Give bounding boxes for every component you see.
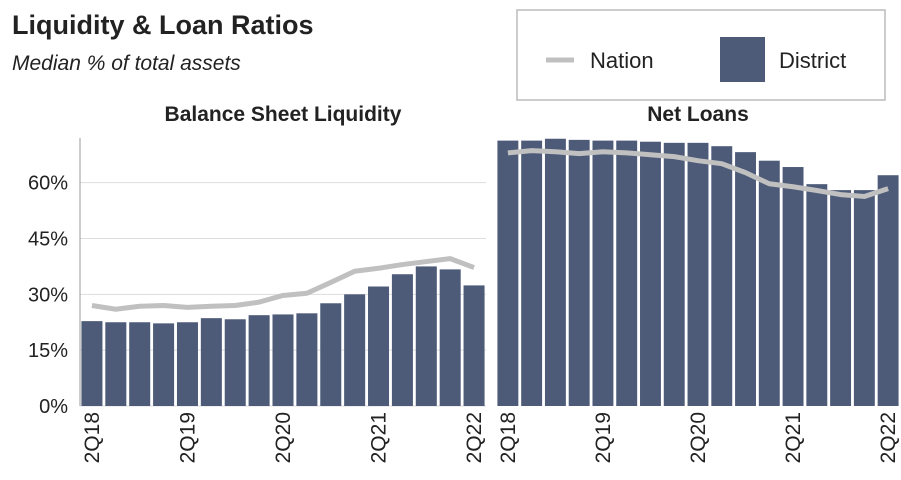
bar — [663, 142, 685, 407]
y-tick-label: 60% — [28, 173, 68, 195]
bar — [176, 322, 198, 406]
x-tick-label: 2Q21 — [368, 412, 391, 463]
bar — [735, 152, 756, 406]
bar — [224, 319, 246, 406]
bar — [296, 313, 318, 406]
y-tick-label: 15% — [28, 340, 68, 362]
y-tick-label: 0% — [39, 396, 68, 418]
x-tick-label: 2Q20 — [272, 412, 295, 463]
nation-line — [507, 148, 889, 199]
bar — [320, 303, 342, 406]
bar — [81, 321, 103, 406]
bar — [415, 266, 437, 406]
legend-label: Nation — [590, 48, 654, 73]
panel-title: Net Loans — [647, 103, 749, 126]
y-tick-label: 30% — [28, 284, 68, 306]
legend-label: District — [779, 48, 846, 73]
x-tick-label: 2Q21 — [782, 412, 805, 463]
panel-title: Balance Sheet Liquidity — [165, 103, 402, 126]
bar — [391, 274, 413, 406]
bar — [129, 322, 151, 406]
bar — [344, 294, 366, 406]
bar — [368, 286, 390, 406]
bar — [592, 140, 614, 406]
bar — [616, 140, 638, 406]
nation-line — [91, 256, 475, 312]
bar — [497, 140, 519, 406]
bar — [272, 314, 294, 406]
x-tick-label: 2Q22 — [463, 412, 486, 463]
page-subtitle: Median % of total assets — [12, 52, 241, 75]
legend-swatch-district — [720, 37, 765, 82]
x-tick-label: 2Q20 — [687, 412, 710, 463]
bar — [544, 138, 566, 406]
y-tick-label: 45% — [28, 229, 68, 251]
bar — [640, 141, 661, 406]
bar — [830, 190, 852, 406]
bar — [153, 323, 175, 406]
bar — [853, 190, 875, 406]
x-tick-label: 2Q19 — [592, 412, 615, 463]
bar — [463, 285, 485, 406]
bar — [200, 318, 222, 406]
x-tick-label: 2Q18 — [81, 412, 104, 463]
bar — [806, 184, 828, 406]
legend-box — [516, 9, 886, 101]
bar — [782, 167, 804, 406]
bar — [521, 140, 543, 406]
bar — [877, 175, 899, 406]
bar — [568, 139, 590, 406]
bar — [758, 160, 780, 406]
page-title: Liquidity & Loan Ratios — [12, 10, 314, 40]
bar — [248, 315, 270, 406]
bar — [439, 269, 461, 406]
bar — [105, 322, 127, 406]
bar — [711, 146, 733, 406]
x-tick-label: 2Q19 — [176, 412, 199, 463]
x-tick-label: 2Q22 — [877, 412, 900, 463]
bar — [687, 142, 709, 407]
x-tick-label: 2Q18 — [497, 412, 520, 463]
